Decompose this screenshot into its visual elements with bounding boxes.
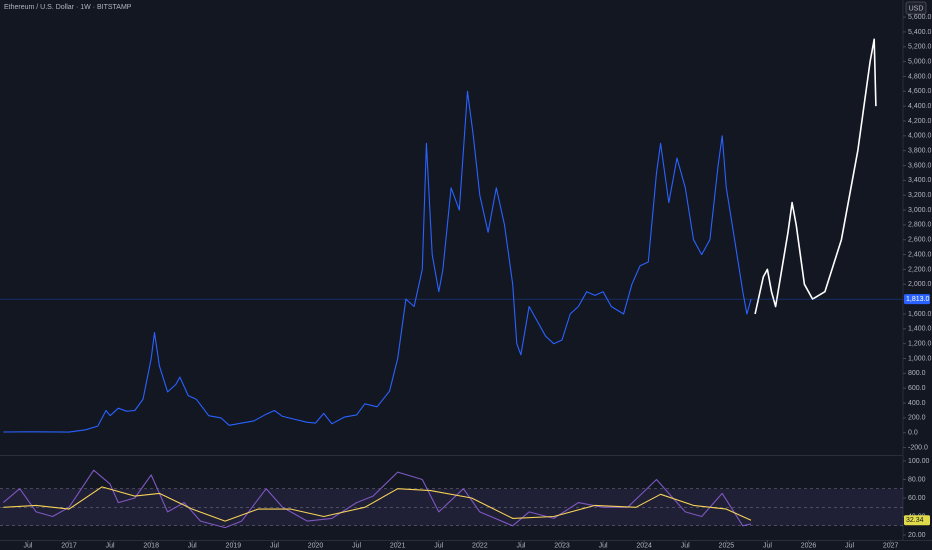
y-tick-label: 2,000.0 [908, 281, 931, 288]
y-tick-label: -200.0 [908, 444, 928, 451]
y-tick-label: 3,800.0 [908, 148, 931, 155]
x-tick-label: 2017 [61, 542, 77, 549]
y-tick-label: 20.00 [908, 532, 926, 539]
x-tick-label: Jul [599, 542, 608, 549]
series-line [2, 469, 752, 529]
y-tick-label: 2,200.0 [908, 266, 931, 273]
y-tick-label: 100.00 [908, 458, 930, 465]
y-tick-label: 60.00 [908, 495, 926, 502]
y-tick-label: 0.0 [908, 430, 918, 437]
x-tick-label: Jul [188, 542, 197, 549]
x-tick-label: Jul [681, 542, 690, 549]
y-tick-label: 1,600.0 [908, 311, 931, 318]
currency-box[interactable] [905, 1, 927, 15]
x-tick-label: Jul [106, 542, 115, 549]
y-tick-label: 5,400.0 [908, 29, 931, 36]
y-tick-label: 4,600.0 [908, 88, 931, 95]
y-tick-label: 4,000.0 [908, 133, 931, 140]
y-tick-label: 600.0 [908, 385, 926, 392]
x-tick-label: Jul [270, 542, 279, 549]
x-tick-label: 2023 [554, 542, 570, 549]
x-tick-label: 2027 [883, 542, 899, 549]
x-tick-label: Jul [352, 542, 361, 549]
x-tick-label: 2020 [308, 542, 324, 549]
x-tick-label: 2018 [143, 542, 159, 549]
last-value-label: 1,813.0 [906, 296, 929, 303]
y-tick-label: 4,800.0 [908, 73, 931, 80]
y-tick-label: 3,400.0 [908, 177, 931, 184]
last-value-box [904, 294, 930, 305]
y-tick-label: 1,400.0 [908, 326, 931, 333]
y-tick-label: 400.0 [908, 400, 926, 407]
y-tick-label: 5,600.0 [908, 14, 931, 21]
y-tick-label: 1,000.0 [908, 355, 931, 362]
y-tick-label: 1,200.0 [908, 341, 931, 348]
x-tick-label: 2022 [472, 542, 488, 549]
y-tick-label: 4,400.0 [908, 103, 931, 110]
y-tick-label: 2,600.0 [908, 237, 931, 244]
x-tick-label: Jul [763, 542, 772, 549]
y-tick-label: 80.00 [908, 476, 926, 483]
series-line [3, 90, 752, 433]
y-tick-label: 2,800.0 [908, 222, 931, 229]
y-tick-label: 5,000.0 [908, 58, 931, 65]
x-tick-label: Jul [23, 542, 32, 549]
x-tick-label: 2021 [390, 542, 406, 549]
y-tick-label: 5,200.0 [908, 44, 931, 51]
chart-title: Ethereum / U.S. Dollar · 1W · BITSTAMP [4, 4, 132, 11]
y-tick-label: 2,400.0 [908, 251, 931, 258]
y-tick-label: 800.0 [908, 370, 926, 377]
last-value-label: 32.34 [906, 517, 924, 524]
last-value-box [904, 515, 930, 526]
y-tick-label: 4,200.0 [908, 118, 931, 125]
x-tick-label: Jul [434, 542, 443, 549]
y-tick-label: 3,000.0 [908, 207, 931, 214]
y-tick-label: 200.0 [908, 415, 926, 422]
y-tick-label: 3,200.0 [908, 192, 931, 199]
x-tick-label: Jul [516, 542, 525, 549]
x-tick-label: 2026 [801, 542, 817, 549]
x-tick-label: 2019 [226, 542, 242, 549]
series-line [3, 486, 752, 522]
series-line [754, 38, 877, 315]
currency-label[interactable]: USD [909, 5, 924, 12]
x-tick-label: 2024 [636, 542, 652, 549]
y-tick-label: 3,600.0 [908, 162, 931, 169]
x-tick-label: 2025 [719, 542, 735, 549]
x-tick-label: Jul [845, 542, 854, 549]
